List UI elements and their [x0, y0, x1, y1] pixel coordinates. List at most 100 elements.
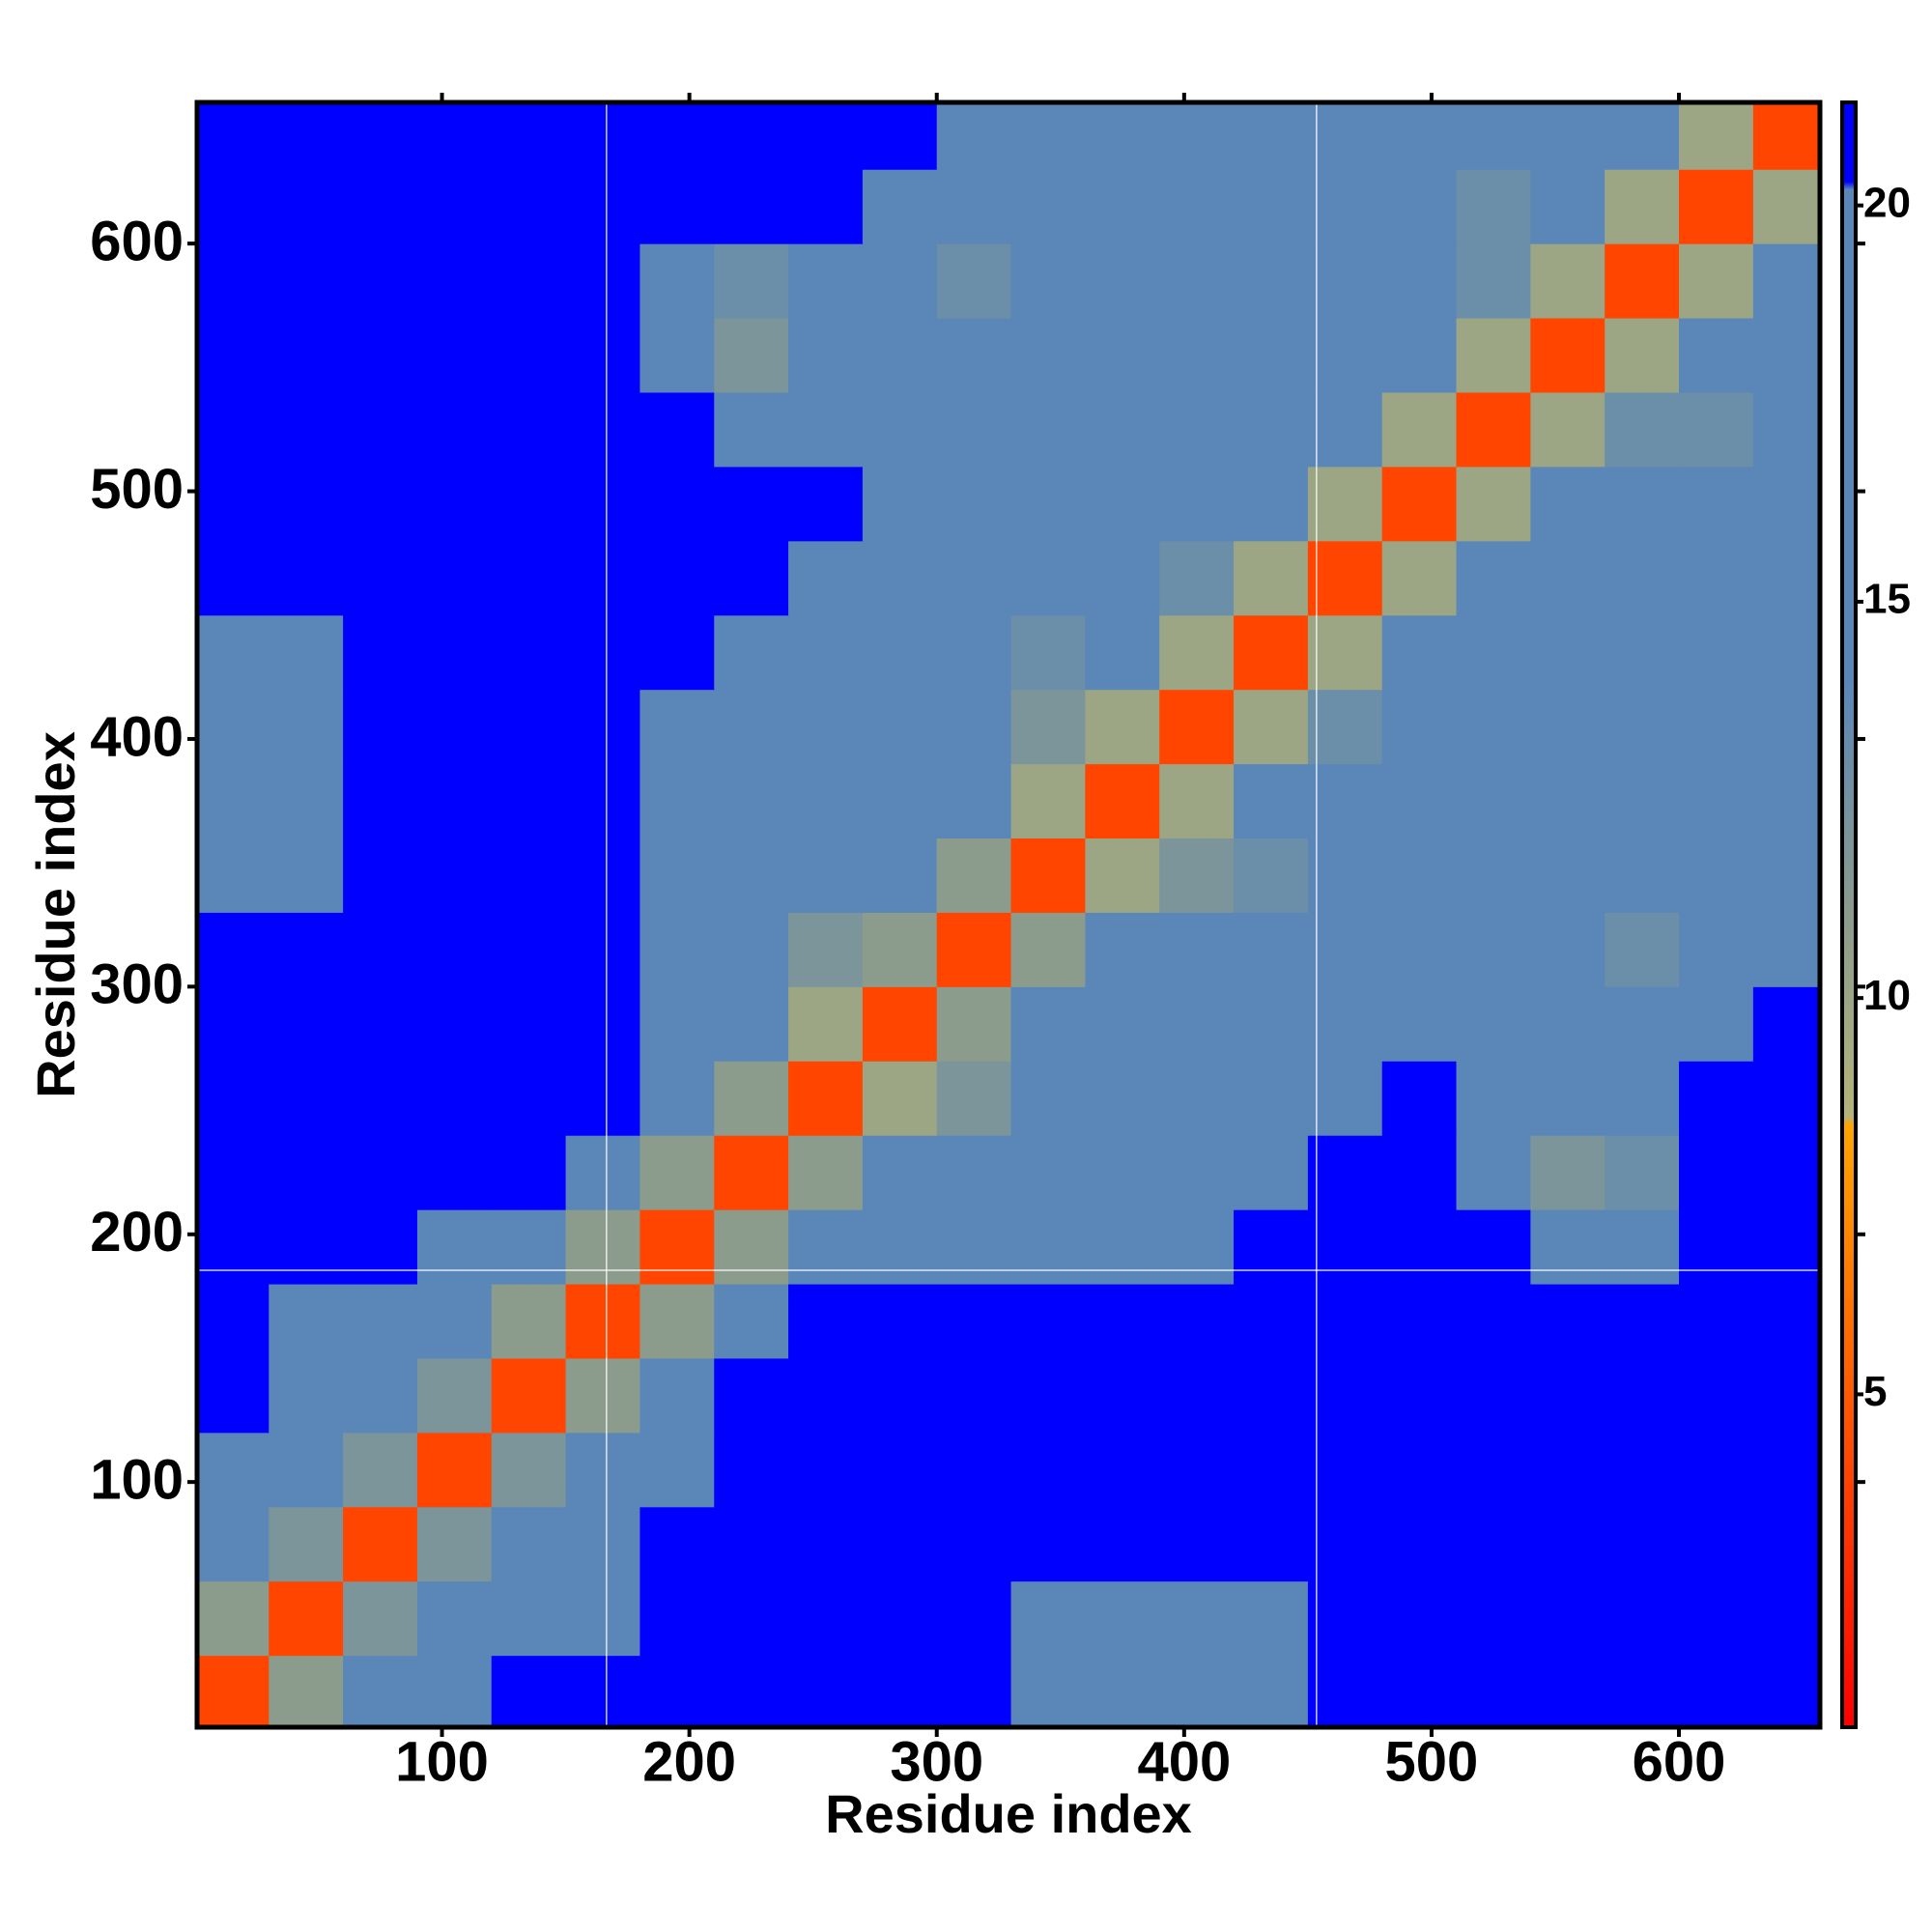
heatmap-cell — [639, 243, 715, 319]
heatmap-cell — [1679, 986, 1754, 1062]
heatmap-cell — [714, 318, 789, 393]
colorbar-tick-label: 20 — [1863, 179, 1911, 226]
heatmap-cell — [1307, 614, 1383, 691]
heatmap-cell — [1307, 763, 1383, 839]
heatmap-cell — [1010, 1655, 1086, 1727]
y-tick-label: 400 — [90, 705, 184, 768]
heatmap-cell — [416, 1209, 493, 1285]
heatmap-cell — [197, 466, 270, 542]
heatmap-cell — [1456, 391, 1531, 468]
heatmap-cell — [788, 986, 864, 1062]
heatmap-cell — [1679, 1655, 1754, 1727]
heatmap-cell — [416, 1580, 493, 1657]
heatmap-cell — [269, 838, 344, 913]
x-tick-label: 200 — [642, 1730, 736, 1793]
heatmap-cell — [565, 243, 640, 319]
heatmap-cell — [1530, 986, 1605, 1062]
heatmap-cell — [343, 1432, 418, 1508]
heatmap-cell — [1456, 1061, 1531, 1136]
heatmap-cell — [862, 102, 938, 170]
heatmap-cell — [1530, 1284, 1605, 1359]
heatmap-cell — [1085, 689, 1160, 765]
heatmap-cell — [1307, 540, 1383, 616]
heatmap-cell — [1234, 986, 1309, 1062]
heatmap-cell — [1307, 1284, 1383, 1359]
heatmap-cell — [1010, 1357, 1086, 1434]
heatmap-cell — [1530, 689, 1605, 765]
x-tick-label: 500 — [1385, 1730, 1479, 1793]
heatmap-cell — [416, 1432, 493, 1508]
heatmap-cell — [565, 169, 640, 244]
heatmap-cell — [788, 763, 864, 839]
heatmap-cell — [1381, 318, 1458, 393]
heatmap-cell — [788, 540, 864, 616]
heatmap-cell — [1159, 1506, 1235, 1582]
heatmap-cell — [1234, 1506, 1309, 1582]
heatmap-cell — [197, 1284, 270, 1359]
heatmap-cell — [269, 1432, 344, 1508]
heatmap-cell — [1605, 318, 1680, 393]
heatmap-cell — [491, 1135, 567, 1210]
heatmap-cell — [1456, 318, 1531, 393]
heatmap-cell — [788, 1135, 864, 1210]
heatmap-cell — [1752, 1061, 1820, 1136]
heatmap-cell — [1085, 102, 1160, 170]
heatmap-cell — [1234, 614, 1309, 691]
heatmap-cell — [1085, 1506, 1160, 1582]
heatmap-cell — [1679, 318, 1754, 393]
heatmap-cell — [416, 1061, 493, 1136]
heatmap-cell — [788, 1284, 864, 1359]
heatmap-cell — [862, 1432, 938, 1508]
heatmap-cell — [1605, 1135, 1680, 1210]
heatmap-cell — [862, 466, 938, 542]
heatmap-cell — [1456, 763, 1531, 839]
heatmap-cell — [565, 838, 640, 913]
heatmap-cell — [343, 318, 418, 393]
heatmap-cell — [565, 763, 640, 839]
heatmap-cell — [1752, 1432, 1820, 1508]
heatmap-cell — [565, 912, 640, 987]
heatmap-cell — [1085, 986, 1160, 1062]
heatmap-cell — [1010, 391, 1086, 468]
heatmap-cell — [1307, 1432, 1383, 1508]
heatmap-cell — [1530, 838, 1605, 913]
heatmap-cell — [1456, 1357, 1531, 1434]
heatmap-cell — [1159, 614, 1235, 691]
heatmap-cell — [197, 540, 270, 616]
heatmap-cell — [1381, 1061, 1458, 1136]
heatmap-cell — [269, 169, 344, 244]
heatmap-cell — [1234, 243, 1309, 319]
heatmap-cell — [343, 1209, 418, 1285]
heatmap-cell — [639, 540, 715, 616]
heatmap-cell — [1159, 243, 1235, 319]
heatmap-cell — [1605, 169, 1680, 244]
heatmap-cell — [343, 169, 418, 244]
heatmap-cell — [639, 391, 715, 468]
heatmap-cell — [343, 912, 418, 987]
heatmap-cell — [1752, 1135, 1820, 1210]
heatmap-cell — [639, 838, 715, 913]
heatmap-cell — [197, 1432, 270, 1508]
heatmap-cell — [1307, 986, 1383, 1062]
heatmap-cell — [1159, 102, 1235, 170]
heatmap-cell — [639, 318, 715, 393]
heatmap-cell — [343, 1357, 418, 1434]
heatmap-cell — [343, 763, 418, 839]
heatmap-cell — [1679, 243, 1754, 319]
heatmap-cell — [1752, 540, 1820, 616]
heatmap-cell — [936, 169, 1012, 244]
heatmap-cell — [714, 1284, 789, 1359]
heatmap-cell — [1010, 1209, 1086, 1285]
heatmap-cell — [1679, 1580, 1754, 1657]
heatmap-cell — [1085, 1135, 1160, 1210]
heatmap-cell — [491, 763, 567, 839]
heatmap-cell — [1456, 1655, 1531, 1727]
heatmap-cell — [1085, 540, 1160, 616]
y-tick-label: 300 — [90, 953, 184, 1016]
heatmap-cell — [1010, 1284, 1086, 1359]
heatmap-cell — [269, 540, 344, 616]
heatmap-cell — [1752, 1357, 1820, 1434]
heatmap-cell — [1307, 243, 1383, 319]
heatmap-cell — [269, 1284, 344, 1359]
